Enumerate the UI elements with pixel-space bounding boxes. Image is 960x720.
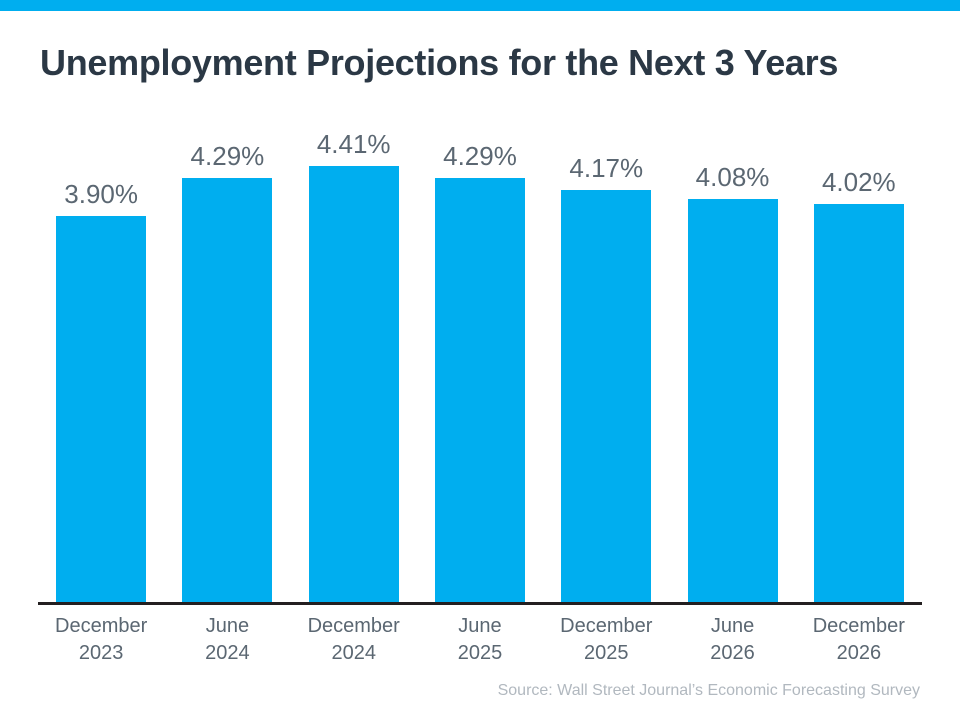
- x-tick-label: December 2026: [796, 613, 922, 667]
- x-tick-line2: 2026: [836, 642, 882, 664]
- x-tick-line1: June: [458, 615, 502, 637]
- x-tick-label: December 2024: [291, 613, 417, 667]
- x-tick-label: December 2025: [543, 613, 669, 667]
- x-tick-line1: December: [55, 615, 148, 637]
- bar: [56, 216, 147, 602]
- bar: [813, 204, 904, 602]
- bar-chart-plot-area: 3.90% 4.29% 4.41% 4.29% 4.17% 4.08% 4.02…: [38, 122, 922, 602]
- bar-value-label: 4.02%: [821, 167, 896, 198]
- x-tick-line1: December: [560, 615, 653, 637]
- bar-column: 4.41%: [291, 122, 417, 602]
- x-axis-line: [38, 602, 922, 605]
- bar-value-label: 4.17%: [569, 152, 644, 183]
- bar-column: 4.17%: [543, 122, 669, 602]
- source-attribution: Source: Wall Street Journal’s Economic F…: [497, 682, 920, 699]
- x-axis-labels: December 2023 June 2024 December 2024 Ju…: [38, 613, 922, 667]
- x-tick-label: June 2026: [669, 613, 795, 667]
- bar-value-label: 4.29%: [443, 140, 517, 171]
- x-tick-line2: 2025: [584, 642, 629, 664]
- x-tick-line2: 2024: [205, 642, 250, 664]
- x-tick-line1: December: [812, 615, 905, 637]
- x-tick-line1: June: [205, 615, 250, 637]
- x-tick-label: June 2024: [164, 613, 290, 667]
- bar-column: 3.90%: [38, 122, 164, 602]
- bar-column: 4.29%: [417, 122, 543, 602]
- bar: [308, 165, 399, 602]
- x-tick-line2: 2025: [457, 642, 503, 664]
- header-accent-strip: [0, 0, 960, 11]
- bar-value-label: 4.08%: [695, 161, 770, 192]
- bar-column: 4.02%: [796, 122, 922, 602]
- x-tick-label: June 2025: [417, 613, 543, 667]
- bar: [561, 189, 652, 602]
- bar-value-label: 3.90%: [64, 179, 138, 210]
- bar: [434, 177, 525, 602]
- bar: [182, 177, 273, 602]
- x-tick-line1: June: [710, 615, 755, 637]
- x-tick-line2: 2026: [710, 642, 755, 664]
- x-tick-line2: 2023: [78, 642, 124, 664]
- x-tick-line2: 2024: [331, 642, 376, 664]
- bar-column: 4.08%: [669, 122, 795, 602]
- bar: [687, 198, 778, 602]
- chart-title: Unemployment Projections for the Next 3 …: [40, 42, 839, 83]
- x-tick-line1: December: [307, 615, 400, 637]
- x-tick-label: December 2023: [38, 613, 164, 667]
- bar-value-label: 4.41%: [316, 128, 391, 159]
- bar-column: 4.29%: [164, 122, 290, 602]
- bar-value-label: 4.29%: [190, 140, 265, 171]
